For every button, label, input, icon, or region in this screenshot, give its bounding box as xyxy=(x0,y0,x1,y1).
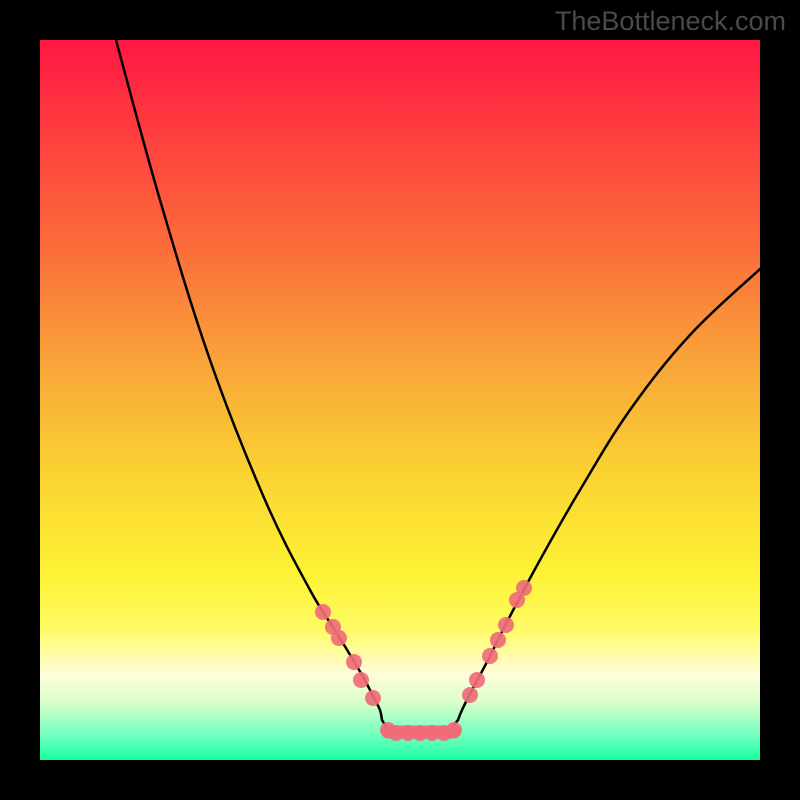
marker-point xyxy=(315,604,331,620)
marker-point xyxy=(469,672,485,688)
marker-point xyxy=(490,632,506,648)
marker-point xyxy=(331,630,347,646)
marker-point xyxy=(353,672,369,688)
marker-point xyxy=(462,687,478,703)
marker-point xyxy=(516,580,532,596)
watermark-text: TheBottleneck.com xyxy=(555,6,786,37)
marker-point xyxy=(365,690,381,706)
plot-background xyxy=(40,40,760,760)
marker-point xyxy=(346,654,362,670)
marker-point xyxy=(446,722,462,738)
plot-area xyxy=(40,40,760,760)
chart-container: TheBottleneck.com xyxy=(0,0,800,800)
marker-point xyxy=(482,648,498,664)
marker-point xyxy=(498,617,514,633)
